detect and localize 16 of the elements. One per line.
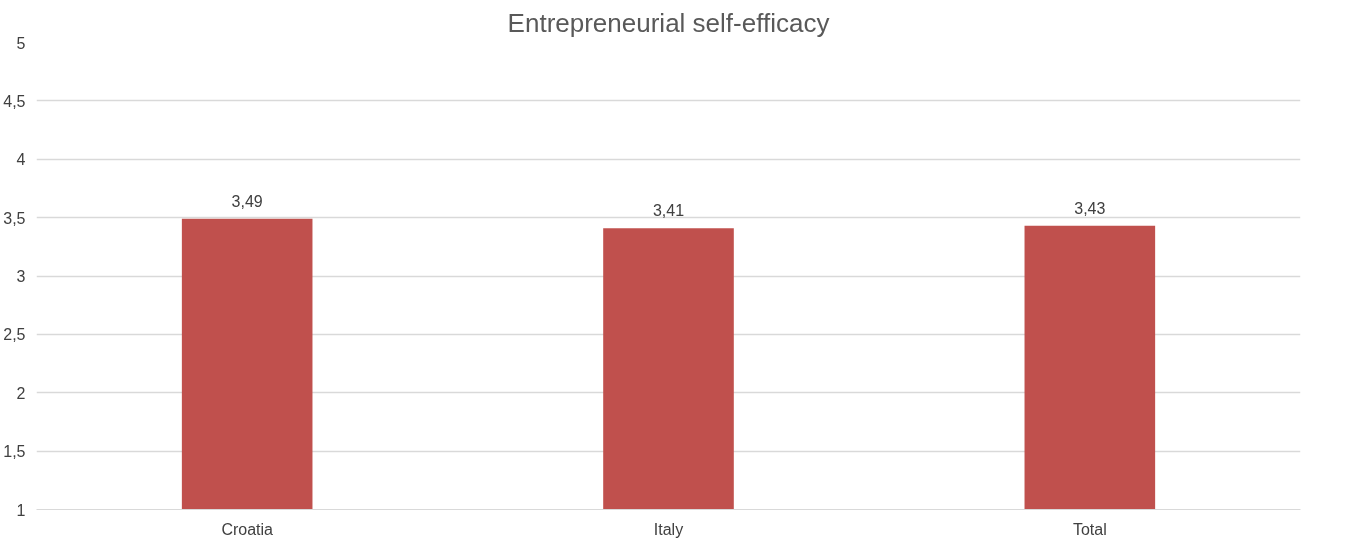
y-tick-label: 3,5 (3, 209, 26, 227)
y-tick-label: 2 (16, 384, 26, 402)
x-tick-label: Italy (653, 520, 684, 538)
y-tick-label: 2,5 (3, 326, 26, 344)
data-label: 3,41 (652, 202, 685, 220)
data-label: 3,49 (231, 192, 263, 210)
x-tick-label: Total (1072, 520, 1107, 538)
y-tick-label: 1 (16, 501, 26, 519)
y-tick-label: 4 (16, 151, 26, 169)
y-tick-label: 3 (16, 268, 26, 285)
x-tick-label: Croatia (221, 520, 274, 538)
y-tick-label: 4,5 (3, 92, 26, 110)
chart-title: Entrepreneurial self-efficacy (507, 7, 830, 38)
y-tick-label: 5 (16, 34, 26, 52)
y-tick-label: 1,5 (3, 443, 26, 461)
data-label: 3,43 (1074, 199, 1106, 217)
